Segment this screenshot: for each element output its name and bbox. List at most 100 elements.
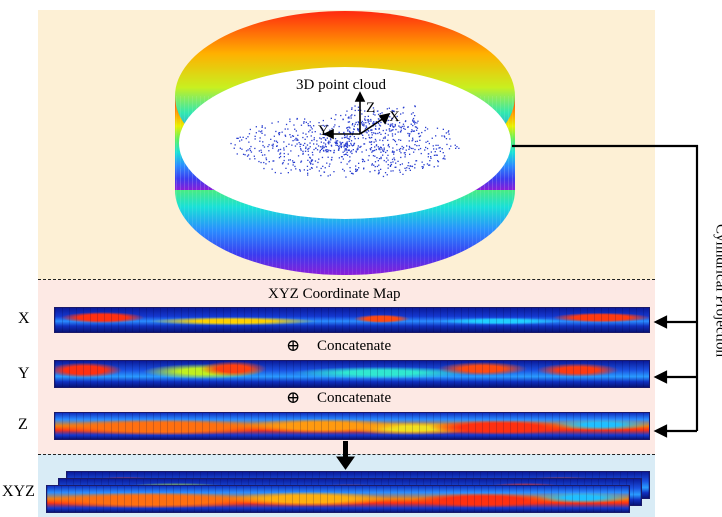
point-cloud-point: [368, 123, 370, 125]
point-cloud-point: [368, 141, 371, 143]
point-cloud-point: [378, 131, 381, 134]
point-cloud-point: [396, 108, 398, 110]
point-cloud-point: [449, 138, 451, 140]
point-cloud-point: [413, 151, 415, 153]
point-cloud-point: [318, 170, 320, 172]
point-cloud-point: [292, 160, 294, 162]
point-cloud-point: [296, 139, 298, 141]
point-cloud-title: 3D point cloud: [296, 77, 386, 93]
point-cloud-point: [316, 143, 318, 145]
point-cloud-point: [362, 134, 364, 136]
point-cloud-point: [358, 130, 360, 132]
point-cloud-point: [369, 137, 371, 139]
point-cloud-point: [387, 145, 389, 147]
point-cloud-point: [309, 125, 311, 127]
point-cloud-point: [260, 151, 263, 153]
point-cloud-point: [305, 133, 307, 135]
point-cloud-point: [320, 138, 322, 140]
row-label-xyz: XYZ: [2, 483, 35, 500]
point-cloud-point: [416, 145, 418, 147]
point-cloud-point: [325, 139, 327, 141]
point-cloud-point: [374, 169, 376, 172]
point-cloud-point: [289, 118, 291, 120]
point-cloud-point: [357, 137, 359, 140]
point-cloud-point: [309, 156, 311, 159]
point-cloud-point: [374, 114, 376, 116]
point-cloud-point: [335, 143, 338, 145]
point-cloud-point: [334, 124, 336, 126]
point-cloud-point: [277, 121, 279, 123]
point-cloud-point: [272, 143, 274, 145]
point-cloud-point: [340, 145, 342, 147]
point-cloud-point: [339, 143, 342, 145]
point-cloud-point: [371, 164, 373, 166]
point-cloud-point: [427, 140, 429, 142]
point-cloud-point: [348, 149, 350, 152]
point-cloud-point: [295, 130, 297, 132]
point-cloud-point: [328, 143, 330, 145]
point-cloud-point: [249, 128, 251, 131]
point-cloud-point: [363, 124, 365, 126]
point-cloud-point: [287, 172, 289, 174]
point-cloud-point: [311, 167, 313, 169]
point-cloud-point: [335, 140, 337, 142]
point-cloud-point: [348, 126, 350, 128]
point-cloud-point: [377, 146, 379, 148]
point-cloud-point: [324, 138, 327, 141]
point-cloud-point: [410, 131, 412, 133]
point-cloud-point: [302, 152, 304, 154]
point-cloud-point: [386, 174, 388, 176]
point-cloud-point: [382, 139, 384, 142]
point-cloud-point: [391, 151, 393, 153]
point-cloud-point: [330, 150, 332, 152]
point-cloud-point: [357, 109, 360, 111]
row-label-y: Y: [18, 365, 30, 382]
point-cloud-point: [397, 160, 399, 162]
point-cloud-point: [430, 151, 432, 153]
point-cloud-point: [350, 117, 352, 119]
point-cloud-point: [358, 122, 360, 124]
point-cloud-point: [268, 150, 270, 152]
point-cloud-point: [370, 149, 372, 151]
point-cloud-point: [391, 158, 394, 161]
point-cloud-point: [344, 136, 346, 139]
point-cloud-point: [322, 119, 324, 122]
point-cloud-point: [387, 154, 389, 156]
point-cloud-point: [397, 131, 399, 133]
point-cloud-point: [326, 137, 328, 139]
point-cloud-point: [368, 134, 370, 136]
point-cloud-point: [380, 157, 382, 160]
point-cloud-point: [250, 145, 252, 148]
point-cloud-point: [310, 126, 312, 128]
point-cloud-point: [383, 149, 385, 151]
point-cloud-point: [254, 147, 256, 150]
point-cloud-point: [448, 130, 450, 132]
point-cloud-point: [375, 128, 377, 130]
point-cloud-point: [335, 142, 337, 144]
point-cloud-point: [415, 160, 418, 162]
point-cloud-point: [302, 153, 304, 155]
point-cloud-point: [361, 158, 364, 160]
point-cloud-point: [279, 155, 282, 158]
point-cloud-point: [379, 113, 381, 115]
point-cloud-point: [279, 148, 282, 151]
point-cloud-point: [304, 118, 306, 120]
point-cloud-point: [410, 113, 413, 115]
cylinder-surface: [175, 11, 515, 275]
point-cloud-point: [349, 156, 351, 158]
coordinate-axes: [323, 91, 391, 140]
point-cloud-point: [309, 168, 311, 170]
point-cloud-point: [450, 145, 452, 147]
point-cloud-point: [445, 132, 447, 134]
point-cloud-point: [348, 121, 351, 123]
point-cloud-point: [364, 116, 366, 118]
point-cloud-point: [345, 153, 347, 155]
point-cloud-point: [283, 152, 285, 155]
point-cloud-point: [387, 134, 389, 136]
point-cloud-point: [405, 120, 407, 122]
point-cloud-point: [418, 132, 420, 135]
point-cloud-point: [383, 147, 385, 149]
point-cloud-point: [236, 153, 238, 155]
point-cloud-point: [325, 149, 327, 151]
point-cloud-point: [393, 110, 395, 113]
